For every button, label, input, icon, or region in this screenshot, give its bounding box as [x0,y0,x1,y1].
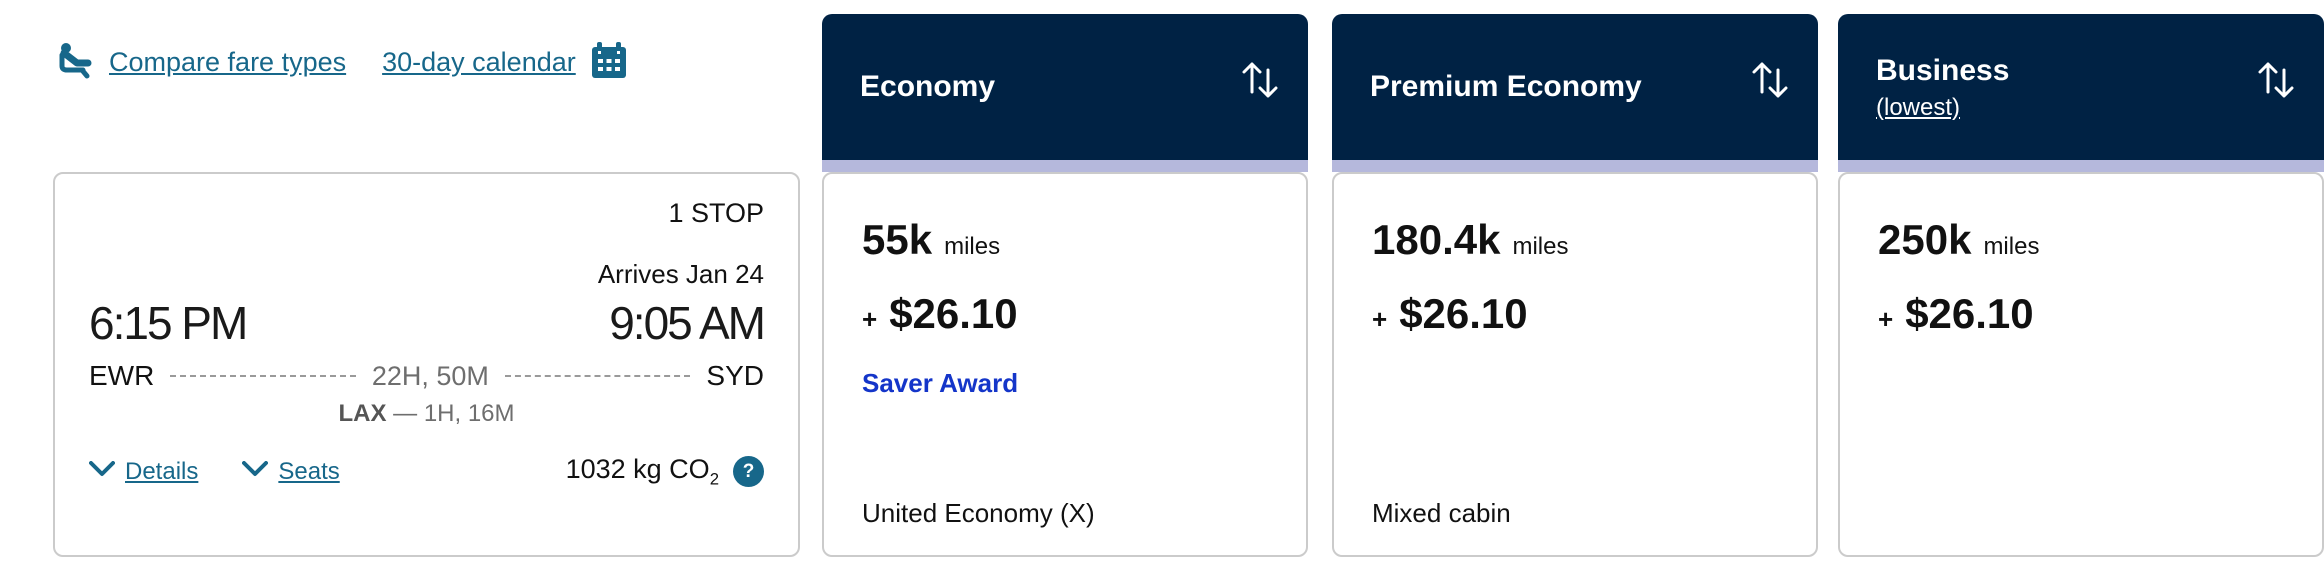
seats-expander[interactable]: Seats [242,457,340,486]
connection-duration: 1H, 16M [423,400,515,427]
compare-fare-types-link[interactable]: Compare fare types [109,46,347,77]
fare-column-premium-economy: Premium Economy 180.4k miles + $26.10 Mi… [1332,14,1818,557]
left-actions: Details Seats [89,458,340,486]
fare-option-premium-economy[interactable]: 180.4k miles + $26.10 Mixed cabin [1332,172,1818,557]
fare-accent-strip [1838,160,2324,172]
calendar-icon[interactable] [590,40,628,85]
fare-header-business: Business (lowest) [1838,14,2324,160]
award-label: Saver Award [862,368,1019,398]
miles-unit: miles [944,233,1001,260]
miles-row: 250k miles [1878,216,2286,264]
sort-arrows-icon[interactable] [2256,58,2296,100]
toolbar: Compare fare types 30-day calendar [55,36,628,88]
fare-accent-strip [822,160,1308,172]
miles-value: 250k [1878,216,1972,263]
miles-value: 180.4k [1372,216,1501,263]
miles-unit: miles [1512,233,1569,260]
miles-row: 180.4k miles [1372,216,1780,264]
stops-label: 1 STOP [668,198,764,228]
price-row: + $26.10 [1878,290,2286,338]
help-icon[interactable]: ? [733,456,764,488]
fare-option-business[interactable]: 250k miles + $26.10 [1838,172,2324,557]
price-value: $26.10 [889,290,1018,337]
total-duration: 22H, 50M [371,360,489,391]
fare-header-premium-economy: Premium Economy [1332,14,1818,160]
plus-sign: + [862,304,878,334]
connection-separator: — [393,400,418,427]
connection-row: LAX — 1H, 16M [89,400,764,428]
cabin-title: Economy [860,70,996,104]
co2-emissions-label: 1032 kg CO2 [565,454,719,489]
sort-arrows-icon[interactable] [1240,58,1280,100]
recliner-seat-icon [55,39,95,86]
fare-column-economy: Economy 55k miles + $26.10 Saver Award U… [822,14,1308,557]
cabin-note: United Economy (X) [862,498,1095,528]
miles-unit: miles [1983,233,2040,260]
fare-header-economy: Economy [822,14,1308,160]
route-dash-line [170,375,356,377]
details-expander[interactable]: Details [89,458,198,486]
co2-group: 1032 kg CO2 ? [566,454,764,489]
cabin-title: Premium Economy [1370,70,1642,104]
departure-time: 6:15 PM [89,297,248,349]
price-value: $26.10 [1399,290,1528,337]
fare-option-economy[interactable]: 55k miles + $26.10 Saver Award United Ec… [822,172,1308,557]
chevron-down-icon [89,461,115,482]
cabin-note: Mixed cabin [1372,498,1511,528]
arrival-date-label: Arrives Jan 24 [597,259,764,289]
fare-accent-strip [1332,160,1818,172]
sort-arrows-icon[interactable] [1750,58,1790,100]
price-row: + $26.10 [1372,290,1780,338]
fare-column-business: Business (lowest) 250k miles + $26.10 [1838,14,2324,557]
plus-sign: + [1372,304,1388,334]
cabin-sublabel-link[interactable]: (lowest) [1876,93,1961,121]
details-link[interactable]: Details [125,457,199,485]
times-row: 6:15 PM 9:05 AM [89,296,766,350]
route-dash-line [504,375,691,377]
origin-airport: EWR [89,360,155,391]
chevron-down-icon [242,461,269,482]
co2-subscript: 2 [709,469,719,489]
cabin-title: Business [1876,54,2010,88]
actions-row: Details Seats 1032 kg CO2 ? [89,454,764,489]
price-value: $26.10 [1905,290,2034,337]
seats-link[interactable]: Seats [278,457,340,485]
miles-value: 55k [862,216,933,263]
arrival-time: 9:05 AM [609,297,766,349]
flight-summary-card: 1 STOP Arrives Jan 24 6:15 PM 9:05 AM EW… [53,172,800,557]
route-row: EWR 22H, 50M SYD [89,360,764,392]
miles-row: 55k miles [862,216,1270,264]
30-day-calendar-link[interactable]: 30-day calendar [382,46,576,77]
price-row: + $26.10 [862,290,1270,338]
plus-sign: + [1878,304,1894,334]
destination-airport: SYD [706,360,764,391]
connection-airport: LAX [338,400,387,427]
